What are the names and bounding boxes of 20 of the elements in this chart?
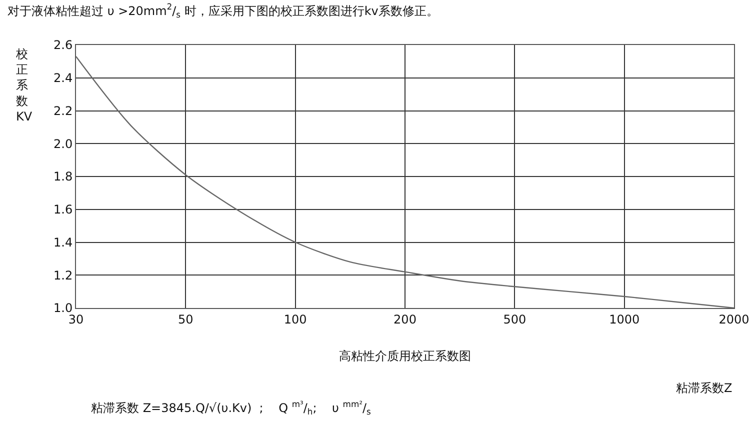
text: 粘滞系数 Z=3845.Q/√(υ.Kv) ; Q $^{m³}$/$_{h}$; υ $^{mm²}$/$_{s}$ <box>91 399 371 417</box>
y-tick-label: 2.4 <box>54 71 73 86</box>
line-series <box>76 56 734 308</box>
text: 高粘性介质用校正系数图 <box>339 349 471 363</box>
y-tick-label: 1.8 <box>54 170 73 184</box>
y-axis-title: 校正系数KV <box>15 47 33 124</box>
y-tick-label: 1.4 <box>54 235 73 250</box>
x-tick-label: 2000 <box>718 312 750 326</box>
y-tick-label: 1.2 <box>54 268 73 282</box>
chart-title: 对于液体粘性超过 υ >20mm$^{2}$/$_{s}$ 时，应采用下图的校正系数图进行kv系数修正。 <box>8 2 438 20</box>
x-tick-label: 500 <box>503 312 526 326</box>
x-tick-label: 50 <box>178 312 194 326</box>
y-tick-label: 2.2 <box>54 104 73 118</box>
y-tick-label: 1.6 <box>54 202 73 217</box>
y-tick-label: 2.0 <box>54 136 73 151</box>
x-axis-title: 粘滞系数Z <box>676 381 732 395</box>
y-tick-label: 2.6 <box>54 38 73 52</box>
x-tick-label: 200 <box>394 312 416 326</box>
x-tick-label: 100 <box>284 312 307 326</box>
x-tick-label: 1000 <box>609 312 640 326</box>
